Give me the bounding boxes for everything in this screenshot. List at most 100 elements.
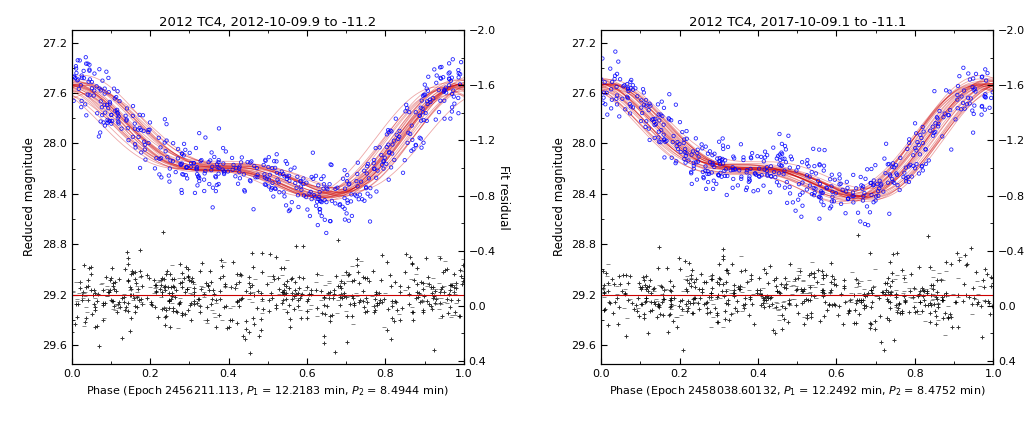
Point: [403, 260, 420, 267]
Point: [796, 314, 812, 321]
Point: [604, 78, 621, 85]
Point: [163, 283, 179, 290]
Point: [678, 128, 694, 134]
Point: [879, 296, 895, 303]
Point: [409, 288, 425, 295]
Point: [267, 164, 284, 171]
Point: [418, 255, 434, 262]
Point: [334, 295, 350, 302]
Point: [184, 291, 201, 298]
Point: [342, 300, 358, 307]
Point: [925, 266, 941, 273]
Point: [327, 349, 343, 356]
Point: [802, 297, 818, 303]
Point: [597, 292, 613, 299]
Point: [254, 269, 270, 276]
Point: [883, 288, 899, 294]
Point: [776, 298, 793, 305]
Point: [106, 95, 123, 102]
Point: [270, 179, 287, 186]
Point: [814, 274, 830, 281]
Point: [209, 181, 225, 188]
Point: [732, 253, 749, 259]
Point: [781, 184, 798, 190]
Point: [180, 273, 197, 280]
Point: [864, 284, 881, 291]
Point: [781, 164, 798, 171]
Point: [281, 172, 297, 179]
Point: [928, 321, 944, 327]
Point: [240, 159, 256, 166]
Point: [132, 273, 148, 280]
Point: [415, 279, 431, 286]
Point: [361, 218, 378, 225]
Point: [662, 297, 678, 303]
Point: [983, 282, 999, 289]
Point: [926, 292, 942, 299]
Point: [641, 125, 657, 132]
Point: [776, 155, 793, 162]
Point: [930, 115, 946, 122]
Point: [810, 267, 826, 273]
Point: [311, 206, 328, 213]
Point: [756, 158, 772, 165]
Point: [633, 286, 649, 293]
Point: [295, 181, 311, 187]
Point: [122, 283, 138, 290]
Point: [201, 159, 217, 166]
Point: [693, 141, 710, 148]
Point: [430, 280, 446, 287]
Point: [865, 283, 882, 290]
Point: [807, 189, 823, 196]
Point: [642, 277, 658, 284]
Point: [417, 81, 433, 88]
Point: [621, 88, 637, 95]
Point: [660, 329, 677, 336]
Point: [433, 284, 450, 291]
Point: [232, 273, 249, 279]
Point: [76, 68, 92, 74]
Point: [638, 102, 654, 109]
Point: [593, 76, 609, 83]
Point: [302, 287, 318, 294]
Point: [415, 297, 431, 304]
Point: [926, 130, 942, 137]
Point: [748, 171, 764, 178]
Point: [78, 283, 94, 290]
Point: [665, 317, 681, 324]
Point: [227, 173, 244, 180]
Point: [955, 64, 972, 71]
Point: [736, 294, 753, 301]
Point: [753, 154, 769, 160]
Point: [398, 101, 415, 108]
Point: [282, 324, 298, 330]
Point: [767, 174, 783, 181]
Point: [776, 305, 793, 312]
Point: [275, 297, 292, 303]
Point: [100, 74, 117, 81]
Point: [702, 289, 719, 296]
Point: [174, 171, 190, 178]
Point: [147, 303, 164, 310]
Point: [237, 336, 253, 342]
Point: [782, 190, 799, 197]
Point: [898, 175, 914, 181]
Point: [175, 171, 191, 178]
Point: [111, 113, 127, 120]
Point: [668, 313, 684, 320]
Point: [856, 190, 872, 196]
Point: [806, 184, 822, 191]
Point: [193, 303, 209, 309]
Point: [455, 268, 471, 275]
Point: [657, 286, 674, 293]
Point: [250, 288, 266, 294]
Point: [178, 164, 195, 171]
Point: [311, 189, 328, 196]
Point: [189, 182, 206, 189]
Point: [92, 118, 109, 125]
Point: [814, 286, 830, 293]
Point: [706, 177, 722, 184]
Point: [667, 294, 683, 301]
Point: [785, 278, 802, 285]
Point: [318, 184, 335, 191]
